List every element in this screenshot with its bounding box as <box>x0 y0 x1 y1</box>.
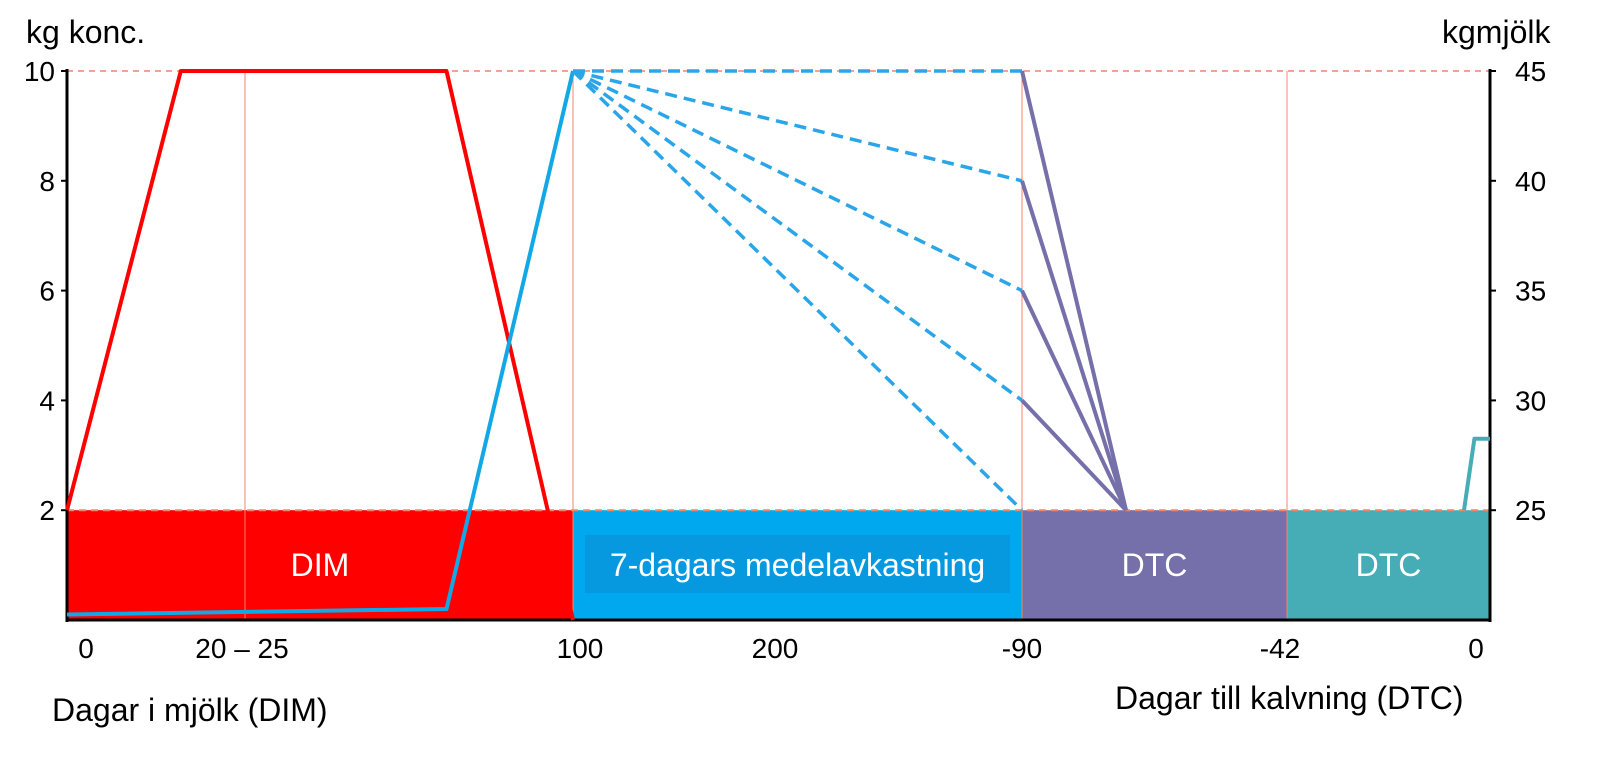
x-right-title: Dagar till kalvning (DTC) <box>1115 680 1464 716</box>
series-line <box>1020 399 1128 512</box>
phase-label: DIM <box>291 547 350 583</box>
phase-band <box>1287 510 1490 620</box>
x-tick-label: 200 <box>752 633 799 664</box>
phase-label: 7-dagars medelavkastning <box>610 547 985 583</box>
x-tick-label: -42 <box>1260 633 1300 664</box>
x-tick-label: 100 <box>557 633 604 664</box>
y-right-tick-label: 45 <box>1515 56 1546 87</box>
y-right-tick-label: 35 <box>1515 276 1546 307</box>
x-tick-label: 20 – 25 <box>195 633 288 664</box>
series-line <box>66 70 575 617</box>
dashed-series-line <box>571 69 1024 512</box>
dashed-series-line <box>572 69 1023 293</box>
y-left-title: kg konc. <box>26 14 146 50</box>
phase-label: DTC <box>1122 547 1188 583</box>
phase-band <box>67 510 573 620</box>
y-left-tick-label: 6 <box>39 276 55 307</box>
dashed-series-line <box>571 69 1024 402</box>
phase-band <box>1022 510 1287 620</box>
y-right-tick-label: 40 <box>1515 166 1546 197</box>
series-line <box>1020 70 1128 511</box>
series-line <box>1462 436 1490 511</box>
y-right-title: kgmjölk <box>1442 14 1551 50</box>
x-left-title: Dagar i mjölk (DIM) <box>52 692 328 728</box>
phase-label-backing <box>585 535 1010 593</box>
series-line <box>1020 289 1128 512</box>
y-right-tick-label: 25 <box>1515 495 1546 526</box>
x-tick-label: 0 <box>78 633 94 664</box>
series-line <box>1020 180 1128 511</box>
phase-label: DTC <box>1356 547 1422 583</box>
y-right-tick-label: 30 <box>1515 385 1546 416</box>
x-tick-label: 0 <box>1468 633 1484 664</box>
y-left-tick-label: 2 <box>39 495 55 526</box>
y-left-tick-label: 4 <box>39 385 55 416</box>
x-tick-label: -90 <box>1002 633 1042 664</box>
dashed-series-line <box>572 69 1023 183</box>
y-left-tick-label: 8 <box>39 166 55 197</box>
y-left-tick-label: 10 <box>24 56 55 87</box>
